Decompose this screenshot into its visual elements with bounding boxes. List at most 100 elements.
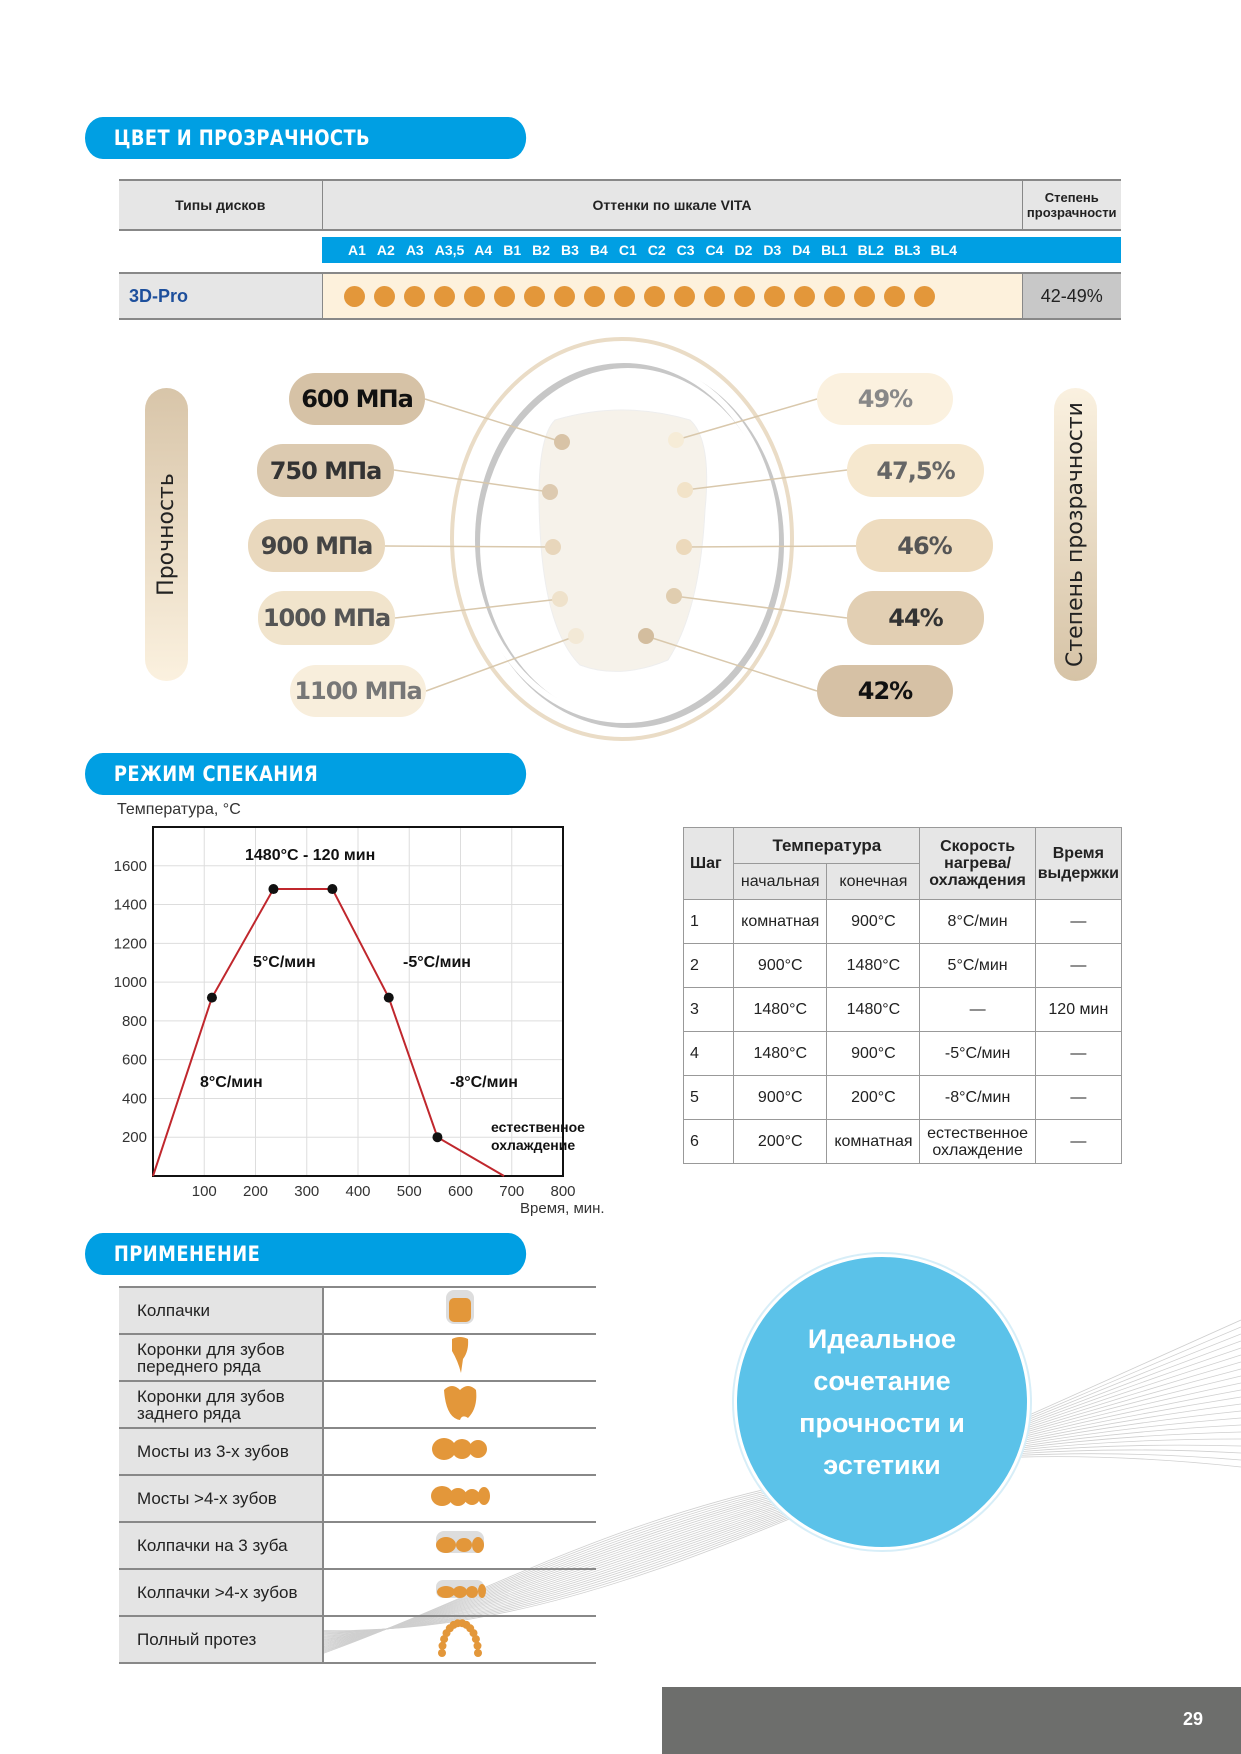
shade-dot xyxy=(554,285,575,307)
application-icon xyxy=(323,1568,596,1616)
shade-label: A3,5 xyxy=(434,242,465,258)
data-point xyxy=(268,884,279,895)
shade-label: B2 xyxy=(532,242,551,258)
table-row: 1 комнатная 900°С 8°С/мин — xyxy=(682,899,1123,944)
table-cell: 1 xyxy=(682,899,735,944)
shade-label: BL4 xyxy=(930,242,957,258)
data-point xyxy=(383,992,394,1003)
x-tick-label: 500 xyxy=(397,1183,422,1200)
strength-pill: 750 МПа xyxy=(257,444,394,497)
chart-annotation: 1480°С - 120 мин xyxy=(245,847,375,864)
shade-dot xyxy=(734,285,755,307)
shade-label: C1 xyxy=(618,242,637,258)
table-row: 5 900°С 200°С -8°С/мин — xyxy=(682,1075,1123,1120)
chart-xlabel: Время, мин. xyxy=(520,1200,605,1217)
shade-table: Типы дисков Оттенки по шкале VITA Степен… xyxy=(119,179,1121,320)
application-name: Мосты >4-х зубов xyxy=(119,1474,324,1522)
col-vita-shades: Оттенки по шкале VITA xyxy=(322,180,1023,230)
translucency-pill: 44% xyxy=(847,591,984,645)
shade-label: A1 xyxy=(348,242,366,258)
table-cell: 1480°С xyxy=(733,1031,828,1076)
col-rate: Скорость нагрева/ охлаждения xyxy=(919,827,1036,900)
application-name: Коронки для зубов переднего ряда xyxy=(119,1333,324,1381)
x-tick-label: 700 xyxy=(499,1183,524,1200)
slogan-line: Идеальное xyxy=(807,1324,957,1354)
col-translucency: Степень прозрачности xyxy=(1026,190,1117,220)
slogan-line: прочности и xyxy=(799,1408,965,1438)
table-cell: 1480°С xyxy=(826,943,921,988)
shade-dot xyxy=(704,285,725,307)
table-row: 4 1480°С 900°С -5°С/мин — xyxy=(682,1031,1123,1076)
col-start: начальная xyxy=(733,863,828,900)
chart-annotation: 5°С/мин xyxy=(253,954,316,971)
slogan-line: сочетание xyxy=(813,1366,951,1396)
table-cell: 200°С xyxy=(826,1075,921,1120)
col-step: Шаг xyxy=(682,827,735,900)
shade-label: C2 xyxy=(647,242,666,258)
shade-dot xyxy=(494,285,515,307)
shade-label: D4 xyxy=(792,242,811,258)
table-row: 6 200°С комнатная естественное охлаждение — xyxy=(682,1119,1123,1164)
table-cell: 5 xyxy=(682,1075,735,1120)
y-tick-label: 800 xyxy=(122,1013,147,1030)
shade-dot xyxy=(674,285,695,307)
y-tick-label: 400 xyxy=(122,1090,147,1107)
table-cell: — xyxy=(1034,1031,1123,1076)
application-name: Коронки для зубов заднего ряда xyxy=(119,1380,324,1428)
data-point xyxy=(432,1132,443,1143)
table-cell: 8°С/мин xyxy=(919,899,1036,944)
application-name: Мосты из 3-х зубов xyxy=(119,1427,324,1475)
chart-annotation: естественное xyxy=(491,1119,585,1135)
shade-dot xyxy=(464,285,485,307)
application-name: Полный протез xyxy=(119,1615,324,1663)
translucency-pill: 42% xyxy=(817,665,953,717)
slogan-circle: Идеальное сочетание прочности и эстетики xyxy=(734,1254,1030,1550)
translucency-value: 42-49% xyxy=(1022,273,1121,319)
sintering-chart: 100 200 300 400 500 600 700 800 200 400 600 800 1000… xyxy=(114,826,585,1200)
y-tick-label: 600 xyxy=(122,1052,147,1069)
chart-annotation: -5°С/мин xyxy=(403,954,471,971)
table-cell: 5°С/мин xyxy=(919,943,1036,988)
chart-annotation: -8°С/мин xyxy=(450,1074,518,1091)
application-row: Колпачки xyxy=(119,1286,596,1334)
translucency-axis-label: Степень прозрачности xyxy=(1054,388,1097,681)
strength-pill: 1000 МПа xyxy=(258,591,395,645)
application-row: Коронки для зубов переднего ряда xyxy=(119,1333,596,1381)
application-icon xyxy=(323,1521,596,1569)
shade-dot xyxy=(614,285,635,307)
chart-annotation: охлаждение xyxy=(491,1137,575,1153)
x-tick-label: 400 xyxy=(345,1183,370,1200)
application-icon xyxy=(323,1286,596,1334)
shade-dot xyxy=(344,285,365,307)
x-tick-label: 300 xyxy=(294,1183,319,1200)
strength-pill: 600 МПа xyxy=(289,373,425,425)
application-name: Колпачки >4-х зубов xyxy=(119,1568,324,1616)
shade-label: BL1 xyxy=(821,242,848,258)
shade-dot xyxy=(914,285,935,307)
application-table: Колпачки Коронки для зубов переднего ряда… xyxy=(119,1286,596,1664)
shade-label: A3 xyxy=(405,242,424,258)
col-hold: Время выдержки xyxy=(1034,827,1123,900)
chart-ylabel: Температура, °С xyxy=(117,801,241,818)
translucency-pill: 46% xyxy=(856,519,993,572)
table-cell: 900°С xyxy=(826,899,921,944)
application-icon xyxy=(323,1380,596,1428)
table-cell: 120 мин xyxy=(1034,987,1123,1032)
x-tick-label: 800 xyxy=(550,1183,575,1200)
application-icon xyxy=(323,1427,596,1475)
strength-pill: 1100 МПа xyxy=(290,665,426,717)
table-cell: 3 xyxy=(682,987,735,1032)
shade-dot xyxy=(644,285,665,307)
table-cell: — xyxy=(1034,1075,1123,1120)
shade-label: C3 xyxy=(676,242,695,258)
strength-pill: 900 МПа xyxy=(248,519,385,572)
chart-annotation: 8°С/мин xyxy=(200,1074,263,1091)
application-row: Полный протез xyxy=(119,1615,596,1663)
table-row: 3 1480°С 1480°С —120 мин xyxy=(682,987,1123,1032)
plot-frame xyxy=(152,826,564,1177)
table-cell: 1480°С xyxy=(826,987,921,1032)
application-row: Мосты >4-х зубов xyxy=(119,1474,596,1522)
section-header-sintering: РЕЖИМ СПЕКАНИЯ xyxy=(85,753,527,795)
translucency-label: Степень прозрачности xyxy=(1063,402,1089,667)
application-icon xyxy=(323,1474,596,1522)
